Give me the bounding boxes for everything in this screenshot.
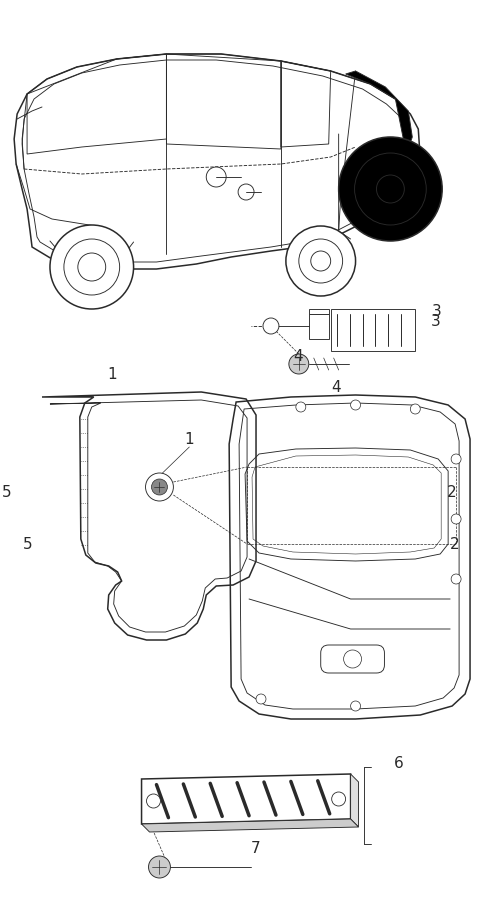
Polygon shape [142, 819, 359, 832]
Text: 4: 4 [294, 349, 303, 364]
Circle shape [339, 138, 442, 242]
Circle shape [451, 575, 461, 584]
Circle shape [410, 405, 420, 415]
Circle shape [152, 480, 168, 495]
Text: 4: 4 [331, 380, 340, 395]
Circle shape [206, 168, 226, 188]
Circle shape [299, 240, 343, 284]
Circle shape [350, 701, 360, 711]
Text: 1: 1 [184, 432, 194, 447]
Circle shape [451, 455, 461, 465]
Polygon shape [309, 315, 329, 340]
Text: 6: 6 [394, 755, 404, 769]
Polygon shape [331, 309, 415, 352]
Text: 5: 5 [2, 484, 12, 499]
Text: 5: 5 [23, 537, 32, 552]
Circle shape [145, 474, 173, 502]
Text: 2: 2 [446, 484, 456, 499]
Circle shape [263, 318, 279, 335]
Text: 1: 1 [107, 367, 117, 382]
Circle shape [64, 240, 120, 296]
Polygon shape [309, 309, 329, 315]
Circle shape [146, 794, 160, 808]
Circle shape [296, 402, 306, 412]
Circle shape [332, 792, 346, 806]
Circle shape [148, 856, 170, 878]
Circle shape [50, 226, 133, 309]
Text: 3: 3 [432, 304, 442, 318]
Circle shape [451, 514, 461, 524]
Polygon shape [346, 72, 412, 155]
Text: 2: 2 [450, 537, 460, 552]
Circle shape [286, 226, 356, 297]
Polygon shape [142, 774, 350, 824]
Circle shape [289, 354, 309, 374]
Circle shape [256, 695, 266, 704]
FancyBboxPatch shape [321, 645, 384, 673]
Circle shape [350, 400, 360, 410]
Polygon shape [350, 774, 359, 827]
Circle shape [238, 185, 254, 201]
Circle shape [344, 650, 361, 668]
Text: 7: 7 [251, 841, 260, 855]
Text: 3: 3 [431, 314, 440, 329]
